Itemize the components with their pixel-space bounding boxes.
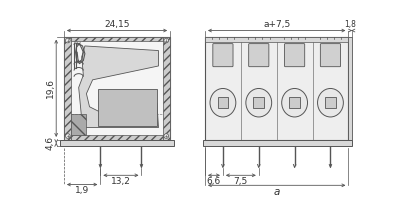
Polygon shape: [289, 97, 300, 108]
Polygon shape: [205, 37, 348, 42]
Text: 19,6: 19,6: [46, 78, 55, 98]
Text: a: a: [274, 187, 280, 197]
Ellipse shape: [282, 89, 308, 117]
FancyBboxPatch shape: [320, 44, 340, 67]
Polygon shape: [64, 37, 170, 140]
Polygon shape: [203, 140, 352, 146]
Polygon shape: [253, 97, 264, 108]
Circle shape: [66, 134, 70, 138]
Ellipse shape: [210, 89, 236, 117]
FancyBboxPatch shape: [284, 44, 305, 67]
Polygon shape: [325, 97, 336, 108]
Text: 1,8: 1,8: [344, 20, 356, 29]
Polygon shape: [98, 89, 157, 126]
Polygon shape: [348, 37, 352, 140]
FancyBboxPatch shape: [249, 44, 269, 67]
Text: 7,5: 7,5: [234, 177, 248, 186]
FancyBboxPatch shape: [213, 44, 233, 67]
Polygon shape: [163, 37, 170, 140]
Polygon shape: [71, 41, 163, 135]
Text: 6,6: 6,6: [207, 177, 221, 186]
Circle shape: [164, 134, 168, 138]
Text: 1,9: 1,9: [75, 186, 89, 195]
Ellipse shape: [246, 89, 272, 117]
Polygon shape: [60, 140, 174, 146]
Text: a+7,5: a+7,5: [263, 20, 290, 29]
Polygon shape: [71, 37, 163, 41]
Text: 13,2: 13,2: [111, 177, 131, 186]
Ellipse shape: [318, 89, 343, 117]
Circle shape: [164, 38, 168, 43]
Polygon shape: [71, 135, 163, 140]
Polygon shape: [79, 46, 158, 128]
Polygon shape: [64, 37, 71, 140]
Text: 24,15: 24,15: [104, 20, 130, 29]
Circle shape: [66, 38, 70, 43]
Polygon shape: [218, 97, 228, 108]
Polygon shape: [205, 37, 348, 140]
Text: 4,6: 4,6: [46, 136, 55, 150]
Polygon shape: [71, 114, 86, 135]
